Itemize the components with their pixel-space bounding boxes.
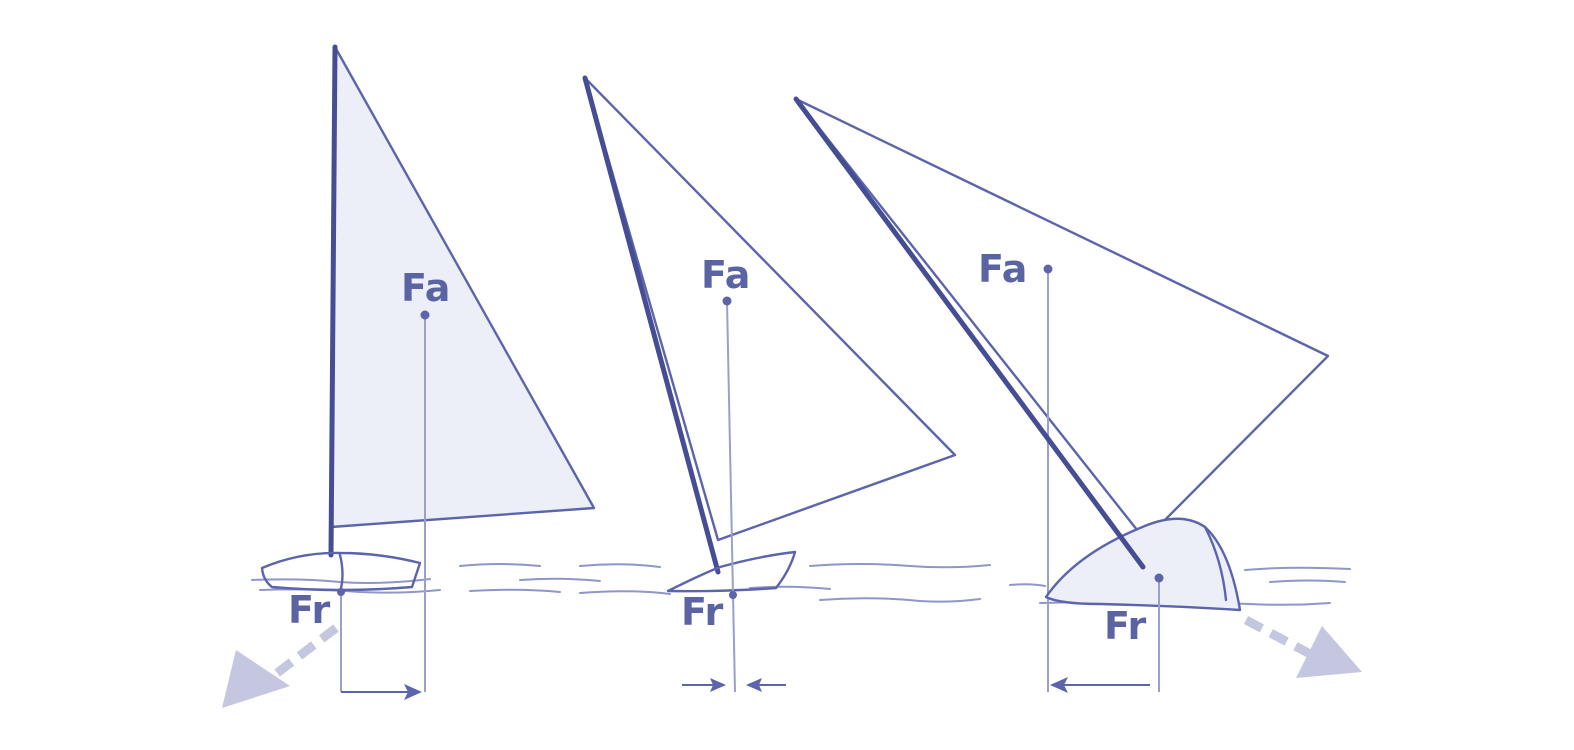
fr-label-moderate: Fr (681, 590, 724, 634)
upright-boat-figure: Fa Fr (222, 44, 596, 708)
fa-point-upright (420, 310, 430, 320)
capsize-arrow-right (1243, 616, 1362, 678)
strong-heel-boat-figure: Fa Fr (793, 96, 1362, 693)
fa-label-strong: Fa (978, 247, 1027, 291)
sail-upright (329, 45, 596, 529)
fa-label-upright: Fa (401, 266, 450, 310)
mast-upright (328, 44, 338, 558)
fa-point-moderate (722, 296, 732, 306)
lever-arrow-upright (341, 684, 422, 700)
fr-point-moderate (729, 591, 737, 599)
fa-plumb-line-moderate (726, 300, 736, 693)
fr-label-strong: Fr (1104, 604, 1147, 648)
lever-arrows-moderate (682, 678, 786, 692)
fr-point-upright (337, 588, 345, 596)
moderate-heel-boat-figure: Fa Fr (582, 75, 957, 693)
hull-upright (260, 551, 422, 592)
sail-strong (794, 97, 1330, 542)
mast-moderate (582, 75, 721, 575)
fa-point-strong (1043, 264, 1053, 274)
fa-label-moderate: Fa (701, 253, 750, 297)
hull-moderate (666, 550, 797, 593)
capsize-arrow-left (222, 624, 339, 708)
fr-label-upright: Fr (288, 588, 331, 632)
sail-moderate (583, 76, 957, 542)
lever-arrow-strong (1050, 677, 1150, 693)
mast-strong (793, 96, 1146, 570)
fr-point-strong (1154, 573, 1164, 583)
